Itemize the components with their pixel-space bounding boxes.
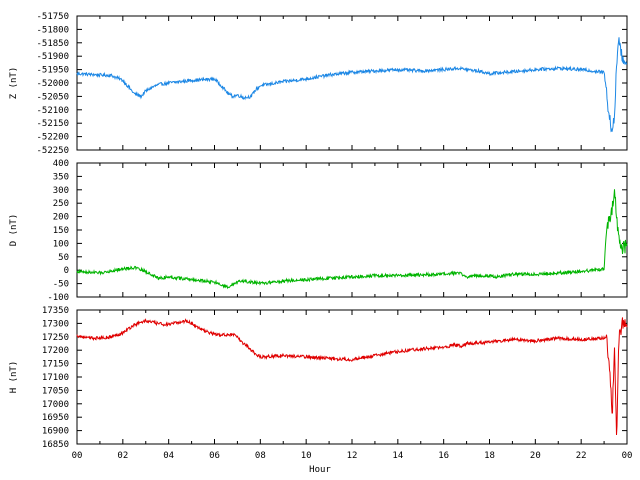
y-tick-label: -51950	[36, 66, 69, 76]
series-line	[76, 317, 628, 435]
plot-frame	[76, 309, 628, 445]
x-tick-label: 04	[163, 451, 174, 461]
y-tick-label: -52100	[36, 106, 69, 116]
y-tick-label: 17200	[42, 346, 69, 356]
y-tick-label: 400	[53, 159, 69, 169]
y-tick-label: 17050	[42, 386, 69, 396]
y-tick-label: 50	[58, 253, 69, 263]
y-tick-label: 300	[53, 186, 69, 196]
y-tick-label: -52000	[36, 79, 69, 89]
y-tick-label: 250	[53, 199, 69, 209]
y-tick-label: 16850	[42, 440, 69, 450]
x-tick-label: 20	[530, 451, 541, 461]
y-tick-label: 16950	[42, 413, 69, 423]
y-tick-label: -51750	[36, 12, 69, 22]
y-tick-label: 100	[53, 239, 69, 249]
x-tick-label: 08	[255, 451, 266, 461]
y-axis-title: Z (nT)	[9, 67, 19, 100]
x-tick-label: 14	[392, 451, 403, 461]
series-line	[76, 189, 628, 290]
panel-1: 400 350 300 250 200 150 100 50 0 -50 -100 D (nT)	[9, 159, 628, 303]
y-axis-title: H (nT)	[9, 361, 19, 394]
y-tick-label: 150	[53, 226, 69, 236]
x-tick-label: 00	[622, 451, 633, 461]
y-tick-label: -51900	[36, 52, 69, 62]
y-tick-label: 17000	[42, 400, 69, 410]
x-axis-title: Hour	[309, 465, 331, 475]
y-tick-label: -51850	[36, 39, 69, 49]
y-tick-label: 17350	[42, 306, 69, 316]
y-tick-label: 200	[53, 213, 69, 223]
y-tick-label: -52050	[36, 92, 69, 102]
y-tick-label: -100	[47, 293, 69, 303]
panel-0: -51750 -51800 -51850 -51900 -51950 -52000 -520…	[9, 12, 628, 156]
y-tick-label: -51800	[36, 25, 69, 35]
y-tick-label: 17150	[42, 360, 69, 370]
y-tick-label: -52200	[36, 133, 69, 143]
panel-2: 17350 17300 17250 17200 17150 17100 17050 17000…	[9, 306, 632, 461]
x-tick-label: 02	[117, 451, 128, 461]
y-tick-label: -52150	[36, 119, 69, 129]
y-tick-label: 16900	[42, 427, 69, 437]
x-tick-label: 06	[209, 451, 220, 461]
x-tick-label: 12	[347, 451, 358, 461]
x-tick-label: 16	[438, 451, 449, 461]
x-tick-label: 22	[576, 451, 587, 461]
y-tick-label: 0	[64, 266, 69, 276]
series-line	[76, 37, 628, 133]
y-tick-label: 17100	[42, 373, 69, 383]
y-axis-title: D (nT)	[9, 214, 19, 247]
x-tick-label: 00	[72, 451, 83, 461]
y-tick-label: 350	[53, 172, 69, 182]
x-tick-label: 18	[484, 451, 495, 461]
y-tick-label: -50	[53, 280, 69, 290]
y-tick-label: 17250	[42, 333, 69, 343]
x-tick-label: 10	[301, 451, 312, 461]
y-tick-label: -52250	[36, 146, 69, 156]
y-tick-label: 17300	[42, 319, 69, 329]
